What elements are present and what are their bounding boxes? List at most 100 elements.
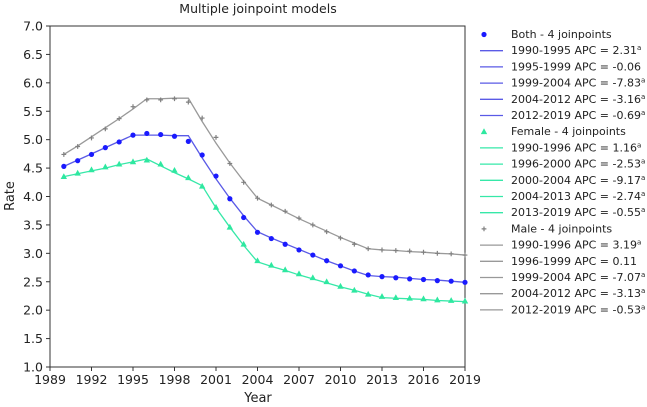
y-tick-label: 1.5 <box>23 331 43 346</box>
observed-point-triangle <box>60 173 68 180</box>
observed-point-circle <box>462 279 468 285</box>
x-tick-label: 2019 <box>449 372 481 387</box>
legend-segment-text: 2013-2019 APC = -0.55 <box>511 206 641 219</box>
observed-point-plus <box>282 208 288 214</box>
observed-point-triangle <box>74 169 81 176</box>
legend-significance-mark: a <box>641 190 645 198</box>
observed-point-circle <box>88 151 95 158</box>
observed-markers <box>60 96 469 304</box>
observed-point-circle <box>365 272 371 278</box>
observed-point-plus <box>89 135 94 141</box>
observed-point-triangle <box>420 295 427 302</box>
observed-point-triangle <box>295 270 303 277</box>
observed-point-circle <box>351 268 357 274</box>
observed-point-triangle <box>198 182 206 189</box>
observed-point-triangle <box>364 290 372 297</box>
x-tick-label: 2010 <box>325 372 357 387</box>
legend-segment-text: 2000-2004 APC = -9.17 <box>511 174 641 187</box>
chart-title: Multiple joinpoint models <box>179 1 336 16</box>
observed-point-plus <box>448 251 454 257</box>
observed-point-triangle <box>88 166 95 173</box>
y-tick-label: 2.0 <box>23 303 43 318</box>
observed-point-triangle <box>102 163 109 170</box>
legend-segment-text: 2004-2012 APC = -3.16 <box>511 93 641 106</box>
legend-segment-text: 1995-1999 APC = -0.06 <box>511 60 641 73</box>
observed-point-plus <box>185 99 191 105</box>
observed-point-triangle <box>337 282 344 289</box>
legend-significance-mark: a <box>641 158 645 166</box>
x-tick-label: 1992 <box>76 372 108 387</box>
legend-segment-label: 2012-2019 APC = -0.69a <box>511 109 645 122</box>
legend-segment-label: 2004-2013 APC = -2.74a <box>511 190 645 203</box>
legend-segment-text: 1999-2004 APC = -7.83 <box>511 77 641 90</box>
legend-segment-text: 2004-2013 APC = -2.74 <box>511 190 641 203</box>
y-tick-label: 4.0 <box>23 189 43 204</box>
fitted-line-triangle <box>63 158 466 303</box>
legend-segment-label: 1996-2000 APC = -2.53a <box>511 158 645 171</box>
legend-significance-mark: a <box>641 303 645 311</box>
x-axis-title: Year <box>243 391 272 406</box>
legend-segment-label: 2004-2012 APC = -3.16a <box>511 93 645 106</box>
x-tick-label: 2001 <box>200 372 232 387</box>
legend-segment-text: 1996-2000 APC = -2.53 <box>511 158 641 171</box>
y-tick-label: 4.5 <box>23 161 43 176</box>
legend-segment-text: 1996-1999 APC = 0.11 <box>511 255 637 268</box>
legend-significance-mark: a <box>641 206 645 214</box>
observed-point-triangle <box>378 293 386 299</box>
legend-marker-circle <box>481 31 487 38</box>
observed-point-plus <box>379 247 385 253</box>
observed-point-circle <box>407 276 413 282</box>
observed-point-triangle <box>461 297 469 304</box>
legend-segment-label: 1999-2004 APC = -7.83a <box>511 77 645 90</box>
observed-point-circle <box>144 130 150 137</box>
observed-point-plus <box>241 179 247 185</box>
observed-point-plus <box>158 97 164 103</box>
observed-point-circle <box>158 131 164 138</box>
observed-point-circle <box>213 173 219 179</box>
legend-segment-label: 1990-1995 APC = 2.31a <box>511 44 641 57</box>
legend-segment-text: 2012-2019 APC = -0.53 <box>511 303 641 316</box>
observed-point-triangle <box>115 160 123 167</box>
observed-point-triangle <box>157 160 164 167</box>
fitted-line-circle <box>63 134 466 283</box>
observed-point-circle <box>434 278 440 284</box>
observed-point-circle <box>241 214 247 221</box>
x-tick-label: 2007 <box>283 372 315 387</box>
legend-marker-plus <box>481 226 487 232</box>
observed-point-triangle <box>434 296 441 303</box>
legend-segment-label: 1995-1999 APC = -0.06 <box>511 60 641 73</box>
legend-segment-label: 2012-2019 APC = -0.53a <box>511 303 645 316</box>
legend-significance-mark: a <box>641 271 645 279</box>
y-axis: 1.0 1.5 2.0 2.5 3.0 3.5 4.0 4.5 5.0 5.5 6.0 6.5 7.0 <box>23 19 50 375</box>
observed-point-triangle <box>447 297 455 303</box>
legend-significance-mark: a <box>637 239 641 247</box>
observed-point-triangle <box>392 294 400 301</box>
y-tick-label: 7.0 <box>23 19 43 34</box>
legend-segment-text: 2004-2012 APC = -3.13 <box>511 287 641 300</box>
legend-segment-text: 1990-1996 APC = 3.19 <box>511 239 637 252</box>
x-tick-label: 2013 <box>366 372 398 387</box>
y-tick-label: 2.5 <box>23 274 43 289</box>
observed-point-plus <box>421 249 426 255</box>
observed-point-circle <box>116 139 122 145</box>
x-tick-label: 1998 <box>159 372 191 387</box>
observed-point-plus <box>393 248 399 253</box>
observed-point-circle <box>448 278 454 284</box>
observed-point-plus <box>144 97 150 103</box>
x-tick-label: 1995 <box>117 372 149 387</box>
observed-point-triangle <box>323 278 330 285</box>
observed-point-circle <box>420 276 427 283</box>
observed-point-circle <box>337 263 344 269</box>
observed-point-plus <box>172 96 177 102</box>
legend-marker-triangle <box>480 128 488 135</box>
observed-point-plus <box>75 144 81 149</box>
observed-point-circle <box>171 133 178 139</box>
observed-point-circle <box>393 275 399 281</box>
legend-segment-label: 1996-1999 APC = 0.11 <box>511 255 637 268</box>
observed-point-circle <box>296 247 302 253</box>
observed-point-circle <box>102 145 108 151</box>
observed-point-plus <box>199 115 205 121</box>
observed-point-plus <box>434 250 440 256</box>
legend-significance-mark: a <box>641 287 645 295</box>
